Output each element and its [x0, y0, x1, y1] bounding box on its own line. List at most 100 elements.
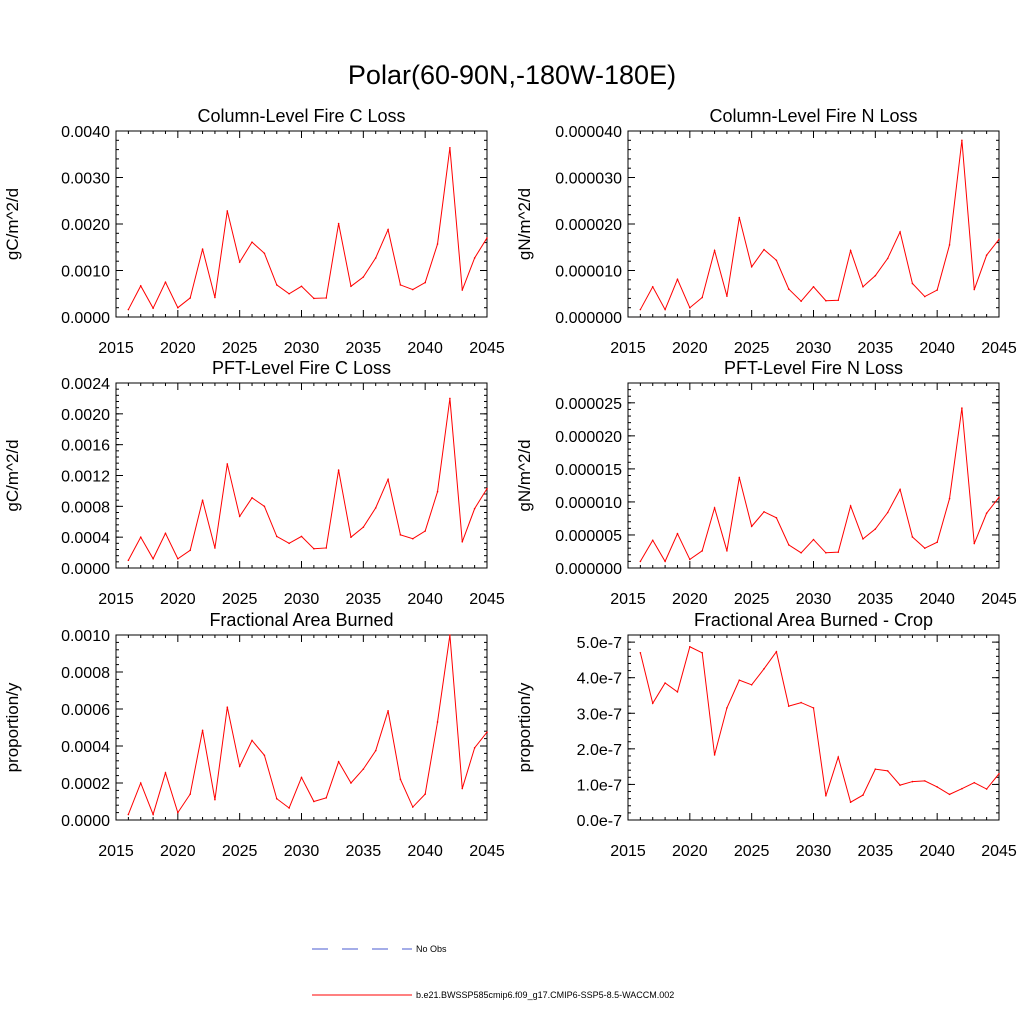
y-tick-label: 0.0004 [61, 739, 110, 756]
data-point [849, 505, 852, 507]
data-point [189, 793, 191, 795]
series-line-1 [639, 646, 1000, 803]
data-point [899, 784, 901, 786]
data-point [713, 507, 716, 509]
data-point [726, 707, 728, 709]
data-point [387, 228, 389, 231]
data-point [837, 551, 840, 553]
data-point [362, 768, 365, 770]
data-point [862, 285, 864, 288]
data-point [139, 285, 142, 287]
data-point [726, 295, 728, 297]
legend-label: b.e21.BWSSP585cmip6.f09_g17.CMIP6-SSP5-8… [416, 990, 674, 1000]
data-point [387, 478, 389, 481]
x-tick-label: 2015 [98, 340, 134, 357]
y-axis-label: gN/m^2/d [515, 439, 534, 511]
panel-1: Column-Level Fire C Loss 2015 2020 2025 2030… [3, 106, 505, 357]
data-point [251, 497, 253, 499]
x-tick-label: 2045 [469, 591, 505, 608]
data-point [651, 285, 654, 288]
panel-6: Fractional Area Burned - Crop 2015 2020 202… [515, 610, 1017, 860]
x-tick-label: 2015 [98, 843, 134, 860]
y-tick-label: 0.000010 [555, 264, 622, 281]
y-axis-label: gC/m^2/d [3, 188, 22, 260]
plot-frame [627, 130, 1000, 318]
data-point [164, 772, 167, 774]
data-point [461, 540, 464, 543]
data-point [948, 793, 951, 796]
data-point [973, 781, 976, 784]
data-point [973, 288, 976, 291]
data-point [436, 490, 439, 493]
data-point [775, 259, 778, 262]
data-point [676, 691, 679, 693]
data-point [738, 679, 741, 681]
data-point [177, 811, 179, 814]
data-point [238, 515, 241, 518]
x-tick-label: 2035 [858, 591, 894, 608]
panel-title: Fractional Area Burned [209, 610, 393, 630]
data-point [837, 756, 840, 758]
y-tick-label: 0.000005 [555, 528, 622, 545]
x-tick-label: 2040 [919, 843, 955, 860]
data-point [998, 772, 1000, 775]
data-point [374, 507, 377, 509]
y-axis-label: proportion/y [3, 682, 22, 772]
x-tick-label: 2020 [160, 843, 196, 860]
x-tick-label: 2025 [222, 591, 258, 608]
y-tick-label: 0.000010 [555, 495, 622, 512]
data-point [251, 739, 253, 742]
x-tick-label: 2045 [469, 340, 505, 357]
data-point [800, 552, 802, 554]
x-tick-label: 2040 [407, 340, 443, 357]
data-point [961, 407, 963, 409]
data-point [337, 760, 340, 763]
data-point [263, 754, 266, 757]
data-point [152, 813, 154, 816]
data-point [473, 257, 476, 259]
data-point [412, 288, 414, 291]
panel-2: Column-Level Fire N Loss 2015 2020 2025 2030… [515, 106, 1017, 357]
data-point [985, 254, 988, 256]
x-tick-label: 2035 [346, 843, 382, 860]
series-line-1 [127, 147, 488, 310]
data-point [800, 701, 802, 704]
data-point [676, 532, 679, 535]
data-point [750, 265, 753, 268]
data-point [461, 289, 464, 291]
x-tick-label: 2020 [672, 340, 708, 357]
data-point [837, 299, 840, 302]
data-point [238, 765, 241, 768]
y-tick-label: 0.000015 [555, 462, 622, 479]
data-point [763, 668, 765, 670]
y-axis-label: gN/m^2/d [515, 188, 534, 260]
data-point [701, 550, 703, 552]
data-point [350, 536, 352, 538]
data-point [473, 507, 476, 510]
y-tick-label: 0.0000 [61, 310, 110, 327]
series-line-1 [639, 140, 1000, 311]
y-tick-label: 0.0004 [61, 530, 110, 547]
x-tick-label: 2015 [610, 591, 646, 608]
data-point [226, 463, 229, 465]
data-point [985, 788, 988, 790]
y-tick-label: 0.0000 [61, 813, 110, 830]
x-tick-label: 2040 [919, 591, 955, 608]
data-point [362, 526, 365, 528]
data-point [325, 797, 328, 799]
data-point [127, 813, 130, 816]
data-point [263, 505, 266, 508]
data-point [387, 710, 389, 712]
panel-3: PFT-Level Fire C Loss 2015 2020 2025 2030 203… [3, 358, 505, 608]
plot-frame [627, 634, 1000, 821]
y-tick-label: 0.0020 [61, 407, 110, 424]
y-tick-label: 3.0e-7 [577, 706, 622, 723]
y-tick-label: 0.0020 [61, 217, 110, 234]
data-point [874, 274, 877, 277]
data-point [412, 806, 414, 808]
data-point [701, 296, 703, 299]
data-point [288, 807, 290, 809]
data-point [214, 296, 216, 299]
x-tick-label: 2015 [610, 843, 646, 860]
x-tick-label: 2030 [796, 591, 832, 608]
